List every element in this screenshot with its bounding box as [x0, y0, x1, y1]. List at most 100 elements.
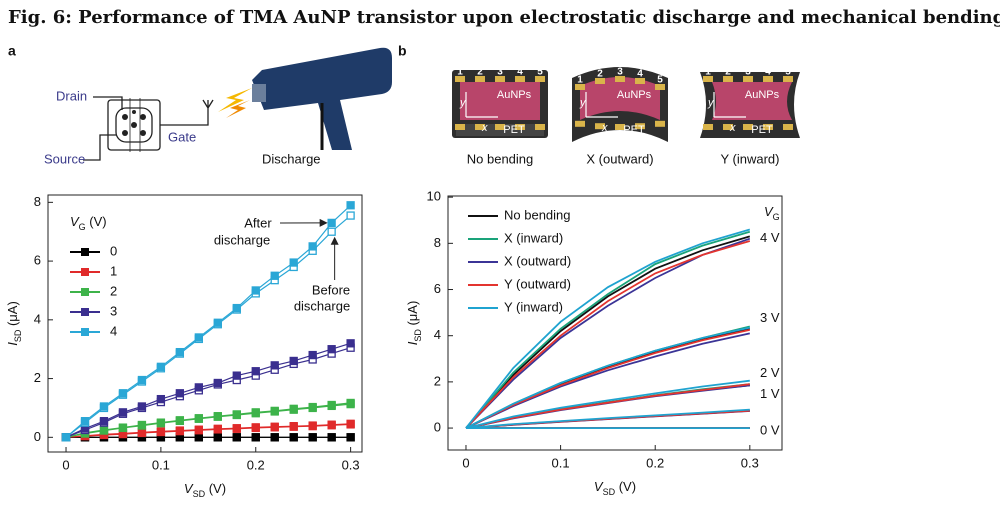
data-point — [346, 201, 355, 210]
electrode-number: 4 — [517, 67, 523, 78]
annotation: discharge — [294, 298, 350, 313]
legend-title-main: V — [70, 214, 80, 229]
data-point — [270, 422, 279, 431]
x-tick-label: 0.3 — [342, 457, 360, 472]
electrode — [455, 124, 465, 130]
electrode-number: 4 — [765, 67, 771, 78]
data-point — [194, 414, 203, 423]
electrode — [495, 76, 505, 82]
series-line — [65, 204, 352, 438]
electrode — [575, 84, 585, 90]
data-point — [289, 404, 298, 413]
data-point — [327, 227, 336, 236]
electrode — [615, 76, 625, 82]
y-tick-label: 0 — [434, 420, 441, 435]
transistor-pins — [122, 110, 146, 136]
group-label: 0 V — [760, 423, 780, 438]
electrode — [635, 123, 645, 130]
sample-y-bend — [700, 72, 800, 138]
x-axis-label: VSD (V) — [594, 479, 636, 497]
data-point — [327, 345, 336, 354]
data-point — [61, 433, 71, 442]
y-tick-label: 6 — [34, 253, 41, 268]
legend-marker — [81, 308, 89, 316]
film-label: AuNPs — [497, 89, 532, 101]
data-point — [327, 400, 336, 410]
electrode — [783, 76, 793, 82]
data-point — [270, 361, 279, 370]
legend-marker — [81, 248, 89, 256]
y-axis-label-sub: SD — [13, 329, 23, 342]
data-point — [137, 402, 147, 411]
data-point — [251, 408, 260, 417]
y-tick-label: 8 — [34, 194, 41, 209]
electrode — [635, 78, 645, 84]
y-tick-label: 4 — [34, 311, 41, 326]
y-axis-label-main: I — [5, 342, 20, 346]
axis-letter: x — [729, 122, 736, 134]
data-point — [232, 371, 241, 380]
data-point — [308, 433, 317, 442]
x-tick-label: 0 — [462, 455, 469, 470]
data-point — [137, 375, 147, 385]
legend-label: 3 — [110, 303, 117, 318]
group-title: VG — [764, 204, 780, 222]
electrode — [475, 124, 485, 130]
axis-letter: x — [601, 122, 608, 134]
circuit-label: Drain — [56, 88, 87, 103]
data-point — [99, 402, 109, 411]
circuit-label: Source — [44, 151, 85, 166]
axis-letter: y — [579, 97, 587, 109]
data-point — [327, 218, 336, 228]
electrode — [723, 76, 733, 82]
electrode — [535, 124, 545, 130]
film-label: AuNPs — [617, 89, 652, 101]
data-point — [289, 258, 298, 267]
series-line — [465, 383, 750, 429]
electrode-number: 1 — [705, 67, 711, 78]
data-point — [80, 417, 90, 426]
electrode-number: 2 — [725, 67, 731, 78]
data-point — [308, 421, 317, 430]
y-axis-label-sub: SD — [413, 329, 423, 342]
data-point — [175, 416, 185, 425]
y-axis-label-main: I — [405, 341, 420, 345]
data-point — [213, 318, 222, 327]
electrode — [515, 124, 525, 130]
legend-title-rest: (V) — [86, 214, 107, 229]
data-point — [289, 433, 298, 442]
legend-title: VG (V) — [70, 214, 107, 232]
data-point — [327, 420, 336, 429]
data-point — [194, 433, 203, 442]
series-line — [65, 215, 351, 438]
plot-frame — [447, 195, 783, 451]
discharge-gun — [252, 47, 392, 150]
data-point — [232, 410, 241, 419]
data-point — [232, 424, 241, 433]
electrode-number: 4 — [637, 69, 643, 80]
y-tick-label: 0 — [34, 429, 41, 444]
y-tick-label: 8 — [434, 235, 441, 250]
data-point — [251, 423, 260, 432]
y-axis-label-rest: (μA) — [5, 301, 20, 329]
y-tick-label: 6 — [434, 281, 441, 296]
legend-label: No bending — [504, 207, 571, 222]
series-line — [465, 379, 750, 429]
data-point — [270, 433, 279, 442]
circuit — [83, 96, 214, 161]
series-line — [465, 332, 750, 429]
panel-label: b — [398, 43, 407, 59]
group-title-sub: G — [773, 212, 780, 222]
electrode — [595, 78, 605, 84]
legend-label: Y (outward) — [504, 276, 571, 291]
plot-frame — [47, 194, 363, 453]
electrode-number: 1 — [457, 67, 463, 78]
electrode — [703, 76, 713, 82]
x-tick-label: 0.1 — [552, 455, 570, 470]
data-point — [270, 271, 279, 280]
electrode — [575, 120, 585, 127]
circuit-label: Discharge — [262, 151, 321, 166]
arrow-head — [330, 236, 339, 245]
electrode — [475, 76, 485, 82]
